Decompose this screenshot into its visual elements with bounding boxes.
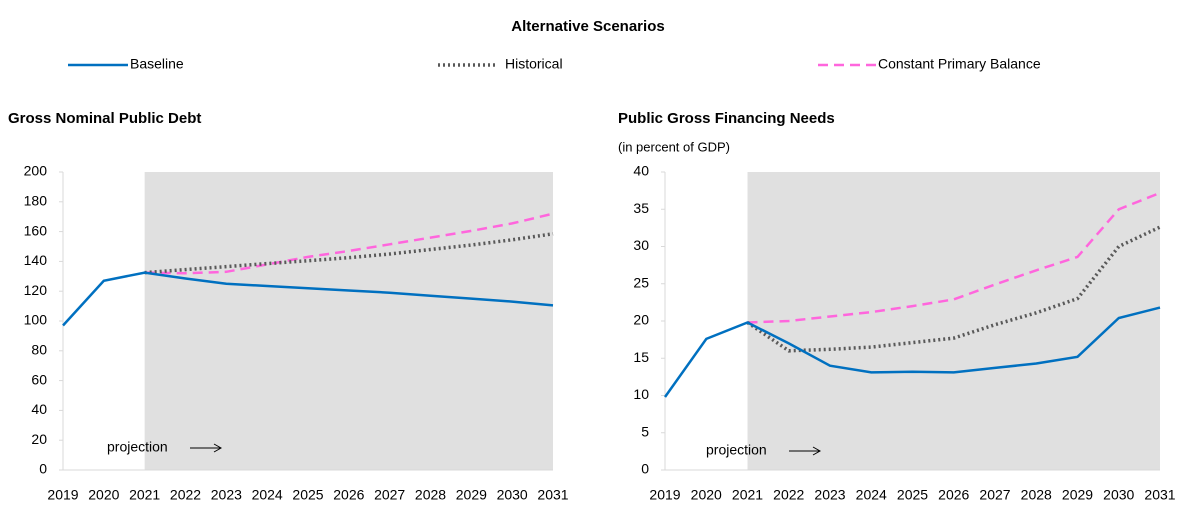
x-tick-label: 2028: [415, 487, 446, 503]
x-tick-label: 2019: [47, 487, 78, 503]
annotation-arrow-head: [213, 443, 223, 453]
chart-title: Public Gross Financing Needs: [618, 110, 835, 127]
x-tick-label: 2025: [897, 487, 928, 503]
x-tick-label: 2023: [211, 487, 242, 503]
legend-label: Constant Primary Balance: [878, 56, 1041, 72]
x-tick-label: 2024: [252, 487, 283, 503]
y-tick-label: 15: [633, 349, 649, 365]
y-tick-label: 5: [641, 423, 649, 439]
x-tick-label: 2029: [1062, 487, 1093, 503]
y-tick-label: 20: [633, 312, 649, 328]
annotation: projection: [706, 442, 767, 458]
page-title: Alternative Scenarios: [511, 18, 664, 35]
y-tick-label: 0: [641, 461, 649, 477]
y-tick-label: 40: [633, 163, 649, 179]
x-tick-label: 2026: [938, 487, 969, 503]
chart-title: Gross Nominal Public Debt: [8, 110, 201, 127]
x-tick-label: 2026: [333, 487, 364, 503]
y-tick-label: 180: [24, 193, 48, 209]
legend-label: Historical: [505, 56, 563, 72]
y-tick-label: 35: [633, 200, 649, 216]
x-tick-label: 2028: [1021, 487, 1052, 503]
y-tick-label: 60: [31, 371, 47, 387]
projection-shade: [747, 172, 1160, 470]
y-tick-label: 25: [633, 274, 649, 290]
x-tick-label: 2027: [374, 487, 405, 503]
x-tick-label: 2025: [292, 487, 323, 503]
x-tick-label: 2030: [497, 487, 528, 503]
y-tick-label: 30: [633, 237, 649, 253]
x-tick-label: 2022: [773, 487, 804, 503]
series-line: [663, 306, 1161, 398]
annotation: projection: [107, 439, 168, 455]
y-tick-label: 200: [24, 163, 48, 179]
y-tick-label: 140: [24, 252, 48, 268]
y-tick-label: 100: [24, 312, 48, 328]
series-line: [747, 191, 1161, 324]
x-tick-label: 2031: [1144, 487, 1175, 503]
x-tick-label: 2021: [129, 487, 160, 503]
x-tick-label: 2023: [814, 487, 845, 503]
y-tick-label: 160: [24, 222, 48, 238]
y-tick-label: 40: [31, 401, 47, 417]
x-tick-label: 2019: [649, 487, 680, 503]
y-tick-label: 10: [633, 386, 649, 402]
legend-label: Baseline: [130, 56, 184, 72]
x-tick-label: 2021: [732, 487, 763, 503]
x-tick-label: 2024: [856, 487, 887, 503]
x-tick-label: 2022: [170, 487, 201, 503]
projection-shade: [144, 172, 553, 470]
y-tick-label: 0: [39, 461, 47, 477]
x-tick-label: 2020: [88, 487, 119, 503]
series-line: [746, 225, 1161, 353]
y-tick-label: 120: [24, 282, 48, 298]
x-tick-label: 2020: [691, 487, 722, 503]
chart-subtitle: (in percent of GDP): [618, 139, 730, 154]
series-line: [62, 271, 554, 327]
annotation-arrow-head: [812, 446, 822, 456]
x-tick-label: 2030: [1103, 487, 1134, 503]
series-line: [144, 212, 554, 275]
x-tick-label: 2029: [456, 487, 487, 503]
series-line: [144, 232, 554, 275]
y-tick-label: 80: [31, 342, 47, 358]
x-tick-label: 2027: [979, 487, 1010, 503]
x-tick-label: 2031: [537, 487, 568, 503]
y-tick-label: 20: [31, 431, 47, 447]
